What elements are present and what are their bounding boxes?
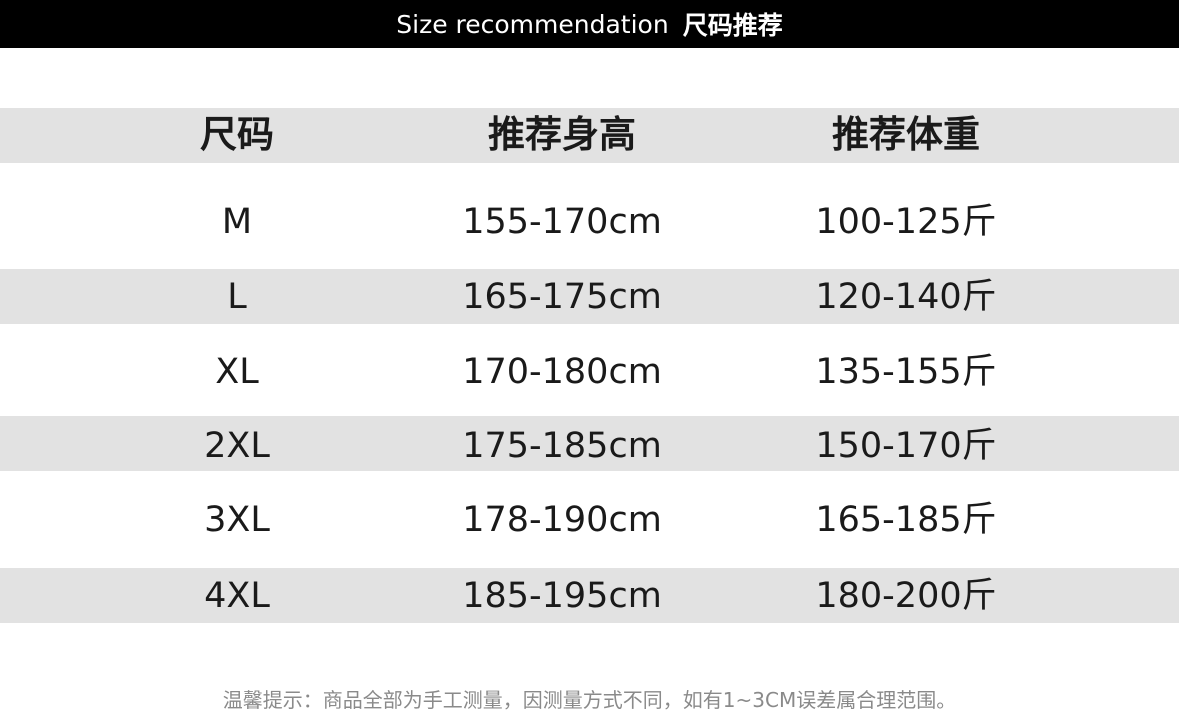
cell-weight: 150-170斤	[815, 426, 997, 466]
table-row: L 165-175cm 120-140斤	[0, 269, 1179, 325]
measurement-note: 温馨提示：商品全部为手工测量，因测量方式不同，如有1~3CM误差属合理范围。	[222, 688, 957, 712]
table-row: 4XL 185-195cm 180-200斤	[0, 568, 1179, 624]
title-cn: 尺码推荐	[682, 11, 783, 40]
table-row: 3XL 178-190cm 165-185斤	[0, 492, 1179, 548]
cell-weight: 100-125斤	[815, 202, 997, 242]
table-row: M 155-170cm 100-125斤	[0, 194, 1179, 250]
cell-height: 165-175cm	[462, 277, 662, 317]
cell-size: 2XL	[204, 426, 270, 466]
cell-weight: 165-185斤	[815, 500, 997, 540]
table-row: 2XL 175-185cm 150-170斤	[0, 418, 1179, 474]
cell-height: 175-185cm	[462, 426, 662, 466]
cell-size: 3XL	[204, 500, 270, 540]
table-row: XL 170-180cm 135-155斤	[0, 344, 1179, 400]
cell-height: 178-190cm	[462, 500, 662, 540]
cell-size: XL	[215, 352, 259, 392]
row-band	[0, 416, 1179, 471]
table-header: 尺码 推荐身高 推荐体重	[0, 107, 1179, 163]
header-band	[0, 108, 1179, 163]
title-en: Size recommendation	[396, 9, 669, 39]
cell-height: 155-170cm	[462, 202, 662, 242]
cell-weight: 135-155斤	[815, 352, 997, 392]
header-weight: 推荐体重	[832, 113, 980, 156]
header-size: 尺码	[200, 113, 274, 156]
header-height: 推荐身高	[488, 113, 636, 156]
row-band	[0, 568, 1179, 623]
cell-height: 185-195cm	[462, 576, 662, 616]
cell-height: 170-180cm	[462, 352, 662, 392]
title-bar: Size recommendation 尺码推荐	[0, 0, 1179, 48]
cell-weight: 180-200斤	[815, 576, 997, 616]
cell-size: M	[221, 202, 253, 242]
row-band	[0, 269, 1179, 324]
cell-size: 4XL	[204, 576, 270, 616]
cell-weight: 120-140斤	[815, 277, 997, 317]
cell-size: L	[227, 277, 247, 317]
